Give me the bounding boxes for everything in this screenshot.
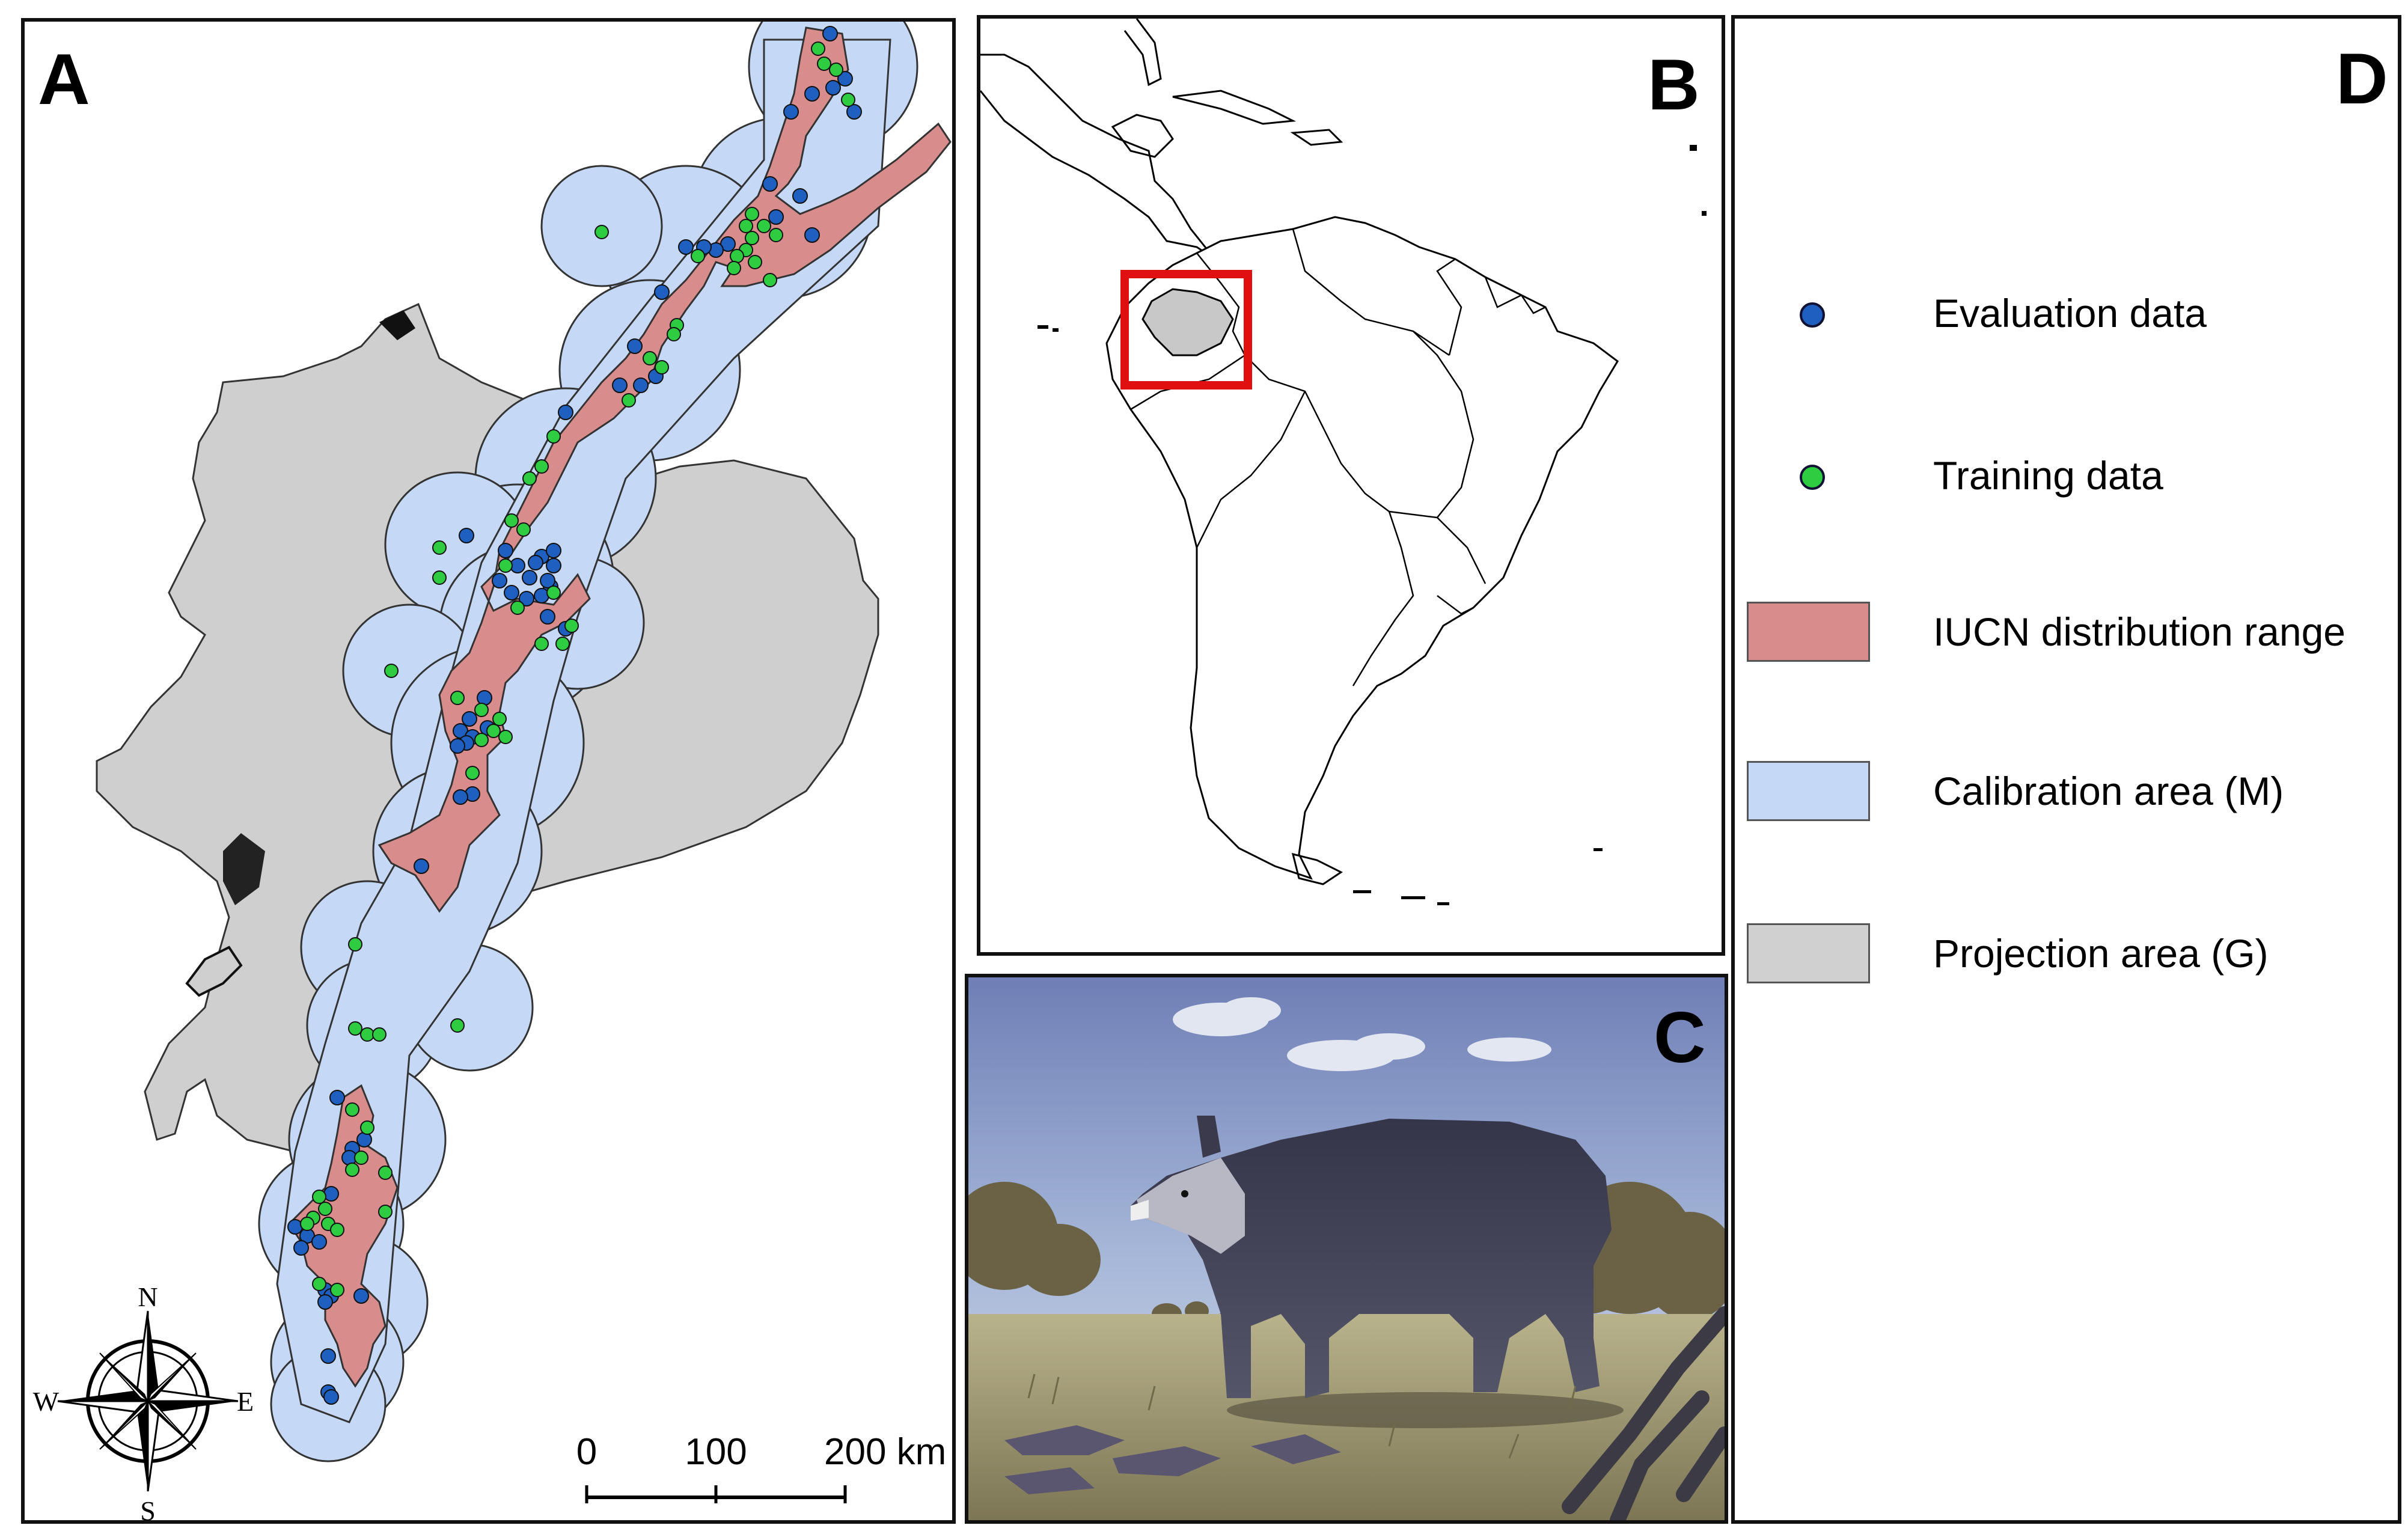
scale-bar: 0 100 200 km [576, 1431, 946, 1503]
legend-label-training: Training data [1933, 453, 2163, 498]
yucatan-outline [1111, 114, 1174, 158]
clouds [1173, 997, 1551, 1071]
tierra-del-fuego [1291, 852, 1343, 885]
scale-label-0: 0 [576, 1431, 597, 1473]
iucn-range-swatch [1747, 602, 1870, 662]
panel-d-letter: D [2336, 38, 2388, 119]
panel-a-map: N S E W 0 100 200 km A [21, 18, 956, 1524]
rocks [1004, 1425, 1341, 1494]
compass-rose: N S E W [33, 1282, 254, 1520]
training-points-group [300, 41, 855, 1297]
iucn-range-south-shape [288, 1084, 399, 1388]
legend-item-training: Training data [1735, 439, 2398, 512]
legend-item-evaluation: Evaluation data [1735, 277, 2398, 349]
training-data-dot [1800, 465, 1825, 490]
small-islands [1037, 145, 1707, 905]
evaluation-points-group [287, 26, 862, 1405]
tree-roots [1562, 1306, 1725, 1520]
projection-area-swatch [1747, 923, 1870, 983]
grass [1027, 1373, 1577, 1459]
legend-item-iucn: IUCN distribution range [1735, 596, 2398, 668]
ecuador-locator-box [1120, 270, 1252, 390]
legend-label-iucn: IUCN distribution range [1933, 610, 2345, 654]
evaluation-data-dot [1800, 302, 1825, 328]
panel-d-legend: D Evaluation data Training data IUCN dis… [1731, 15, 2401, 1524]
central-america-outline [980, 53, 1216, 260]
compass-n-label: N [138, 1282, 157, 1312]
tapir-shadow [1227, 1392, 1624, 1428]
panel-a-letter: A [38, 39, 90, 120]
map-a-svg: N S E W 0 100 200 km [33, 22, 952, 1520]
tapir-figure [1131, 1116, 1612, 1398]
legend-item-calibration: Calibration area (M) [1735, 755, 2398, 827]
legend-item-projection: Projection area (G) [1735, 917, 2398, 989]
compass-w-label: W [33, 1386, 60, 1417]
country-borders [1130, 228, 1546, 686]
coastal-dark-marsh [223, 833, 265, 905]
scale-label-200km: 200 km [824, 1431, 946, 1473]
florida-outline [1123, 19, 1162, 87]
ecuador-highlight-shape [1141, 288, 1234, 356]
northern-coast-marsh [379, 310, 415, 340]
map-b-svg [980, 19, 1707, 905]
compass-s-label: S [140, 1496, 156, 1520]
legend-label-evaluation: Evaluation data [1933, 291, 2207, 335]
scale-label-100: 100 [685, 1431, 747, 1473]
panel-c-letter: C [1654, 997, 1706, 1078]
cuba-outline [1172, 90, 1297, 125]
compass-e-label: E [237, 1386, 254, 1417]
iucn-range-shape [377, 26, 952, 913]
legend-label-projection: Projection area (G) [1933, 931, 2269, 976]
coastal-islands-shape [185, 946, 243, 997]
tapir-painting [968, 977, 1725, 1520]
legend-label-calibration: Calibration area (M) [1933, 769, 2284, 813]
panel-c-illustration: C [965, 974, 1728, 1524]
hispaniola-outline [1290, 129, 1343, 146]
panel-b-map: B [977, 15, 1725, 956]
calibration-area-swatch [1747, 761, 1870, 821]
panel-b-letter: B [1648, 44, 1700, 125]
